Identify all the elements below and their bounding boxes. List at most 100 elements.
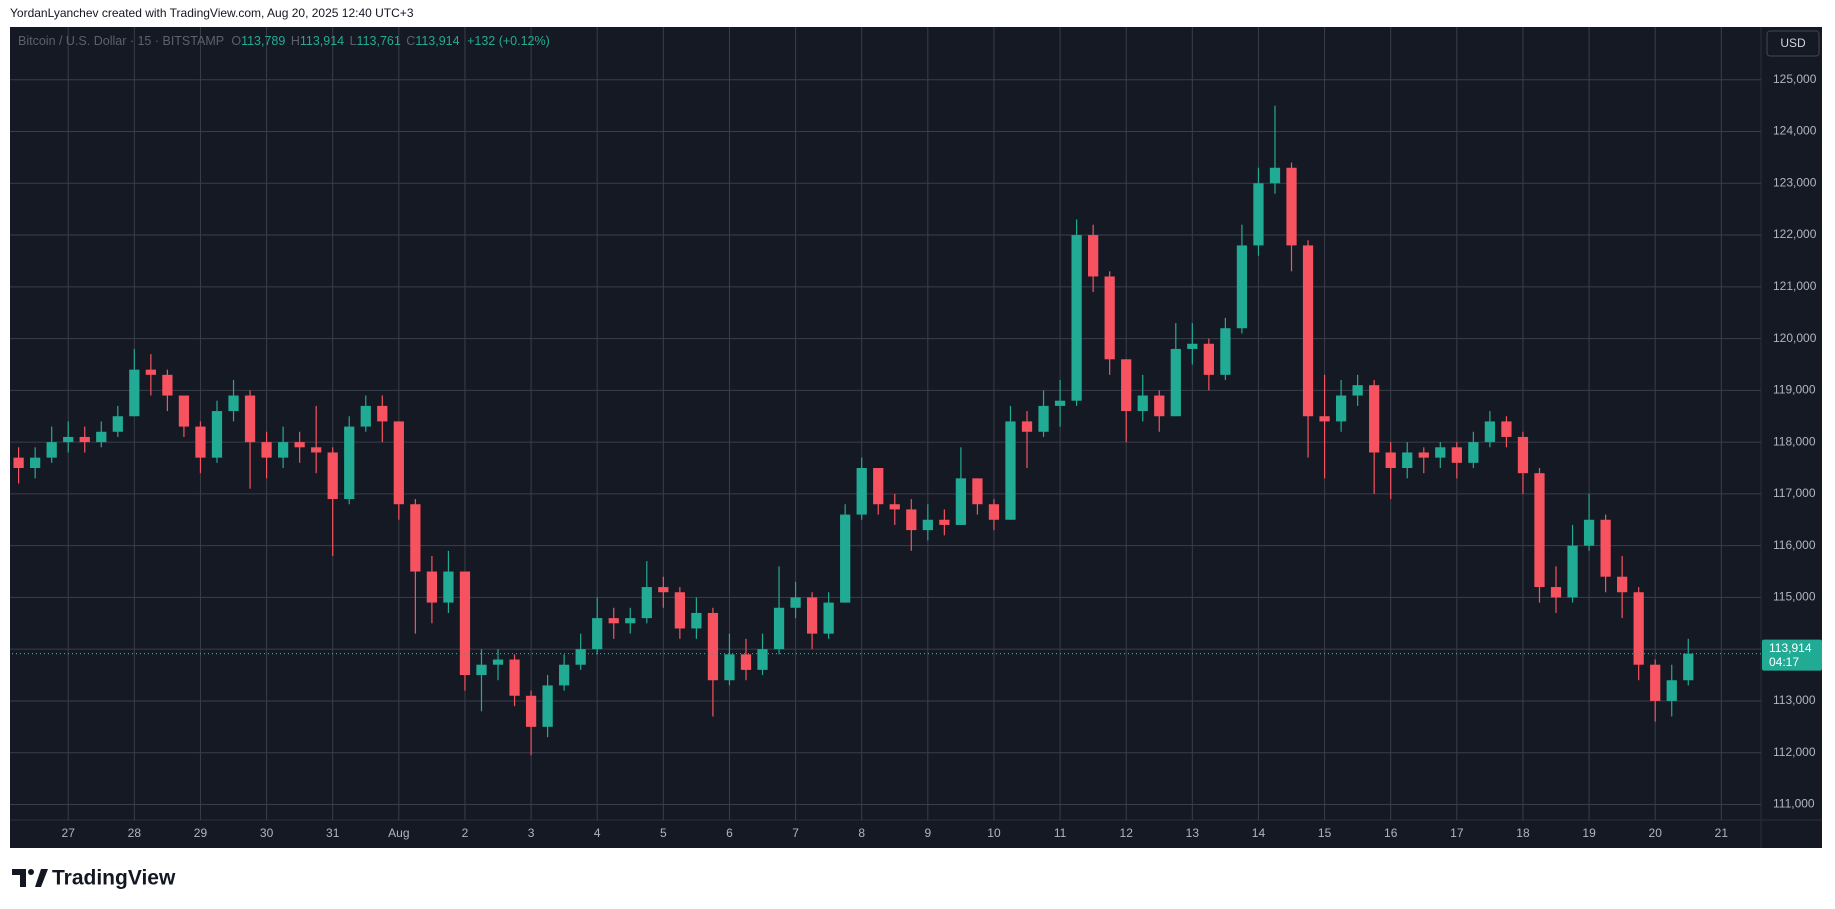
candle-body <box>1104 276 1115 360</box>
candle-body <box>178 395 190 427</box>
x-tick-label: 16 <box>1384 826 1398 840</box>
candle-body <box>1683 653 1694 681</box>
candle-body <box>707 612 719 681</box>
candle-body <box>1402 452 1413 468</box>
y-tick-label: 123,000 <box>1773 175 1817 189</box>
price-tag-value: 113,914 <box>1769 641 1812 655</box>
candle-body <box>1236 245 1248 329</box>
candle-body <box>559 664 570 686</box>
candle-body <box>1071 235 1082 401</box>
x-tick-label: 10 <box>987 826 1001 840</box>
candle-body <box>856 468 867 515</box>
candle-body <box>476 664 487 676</box>
candle-body <box>988 504 1000 520</box>
y-tick-label: 124,000 <box>1773 124 1817 138</box>
candle-body <box>46 442 57 458</box>
candle-body <box>1369 385 1380 453</box>
candle-body <box>377 405 388 422</box>
candle-body <box>1650 664 1661 701</box>
candle-body <box>691 612 702 629</box>
candle-body <box>823 602 834 634</box>
candle-body <box>724 654 735 681</box>
candle-body <box>1600 519 1611 577</box>
x-tick-label: 17 <box>1450 826 1464 840</box>
candle-body <box>79 436 90 443</box>
candle-body <box>459 571 471 676</box>
candle-body <box>344 426 355 500</box>
candle-body <box>1187 343 1198 349</box>
y-tick-label: 120,000 <box>1773 331 1817 345</box>
o-label: O <box>231 34 241 48</box>
y-tick-label: 116,000 <box>1773 538 1816 552</box>
currency-button[interactable] <box>1766 30 1820 57</box>
candle-body <box>410 504 421 572</box>
candle-body <box>1088 235 1099 277</box>
y-tick-label: 122,000 <box>1773 227 1817 241</box>
price-tag-countdown: 04:17 <box>1769 655 1799 669</box>
y-tick-label: 113,000 <box>1773 693 1816 707</box>
candle-body <box>129 369 140 417</box>
candle-body <box>1137 395 1148 412</box>
candle-body <box>96 431 107 443</box>
candle-body <box>757 649 768 670</box>
h-label: H <box>291 34 300 48</box>
x-tick-label: 8 <box>858 826 865 840</box>
candle-body <box>889 504 900 510</box>
x-tick-label: 5 <box>660 826 667 840</box>
x-tick-label: 28 <box>128 826 142 840</box>
candle-body <box>1302 245 1314 417</box>
symbol: Bitcoin / U.S. Dollar · 15 · BITSTAMP <box>18 34 224 48</box>
c-label: C <box>406 34 415 48</box>
candle-body <box>492 659 504 665</box>
candle-body <box>1666 680 1677 701</box>
x-tick-label: 31 <box>326 826 340 840</box>
legend: Bitcoin / U.S. Dollar · 15 · BITSTAMP O1… <box>18 34 550 48</box>
c-value: 113,914 <box>415 34 459 48</box>
candle-body <box>575 649 586 665</box>
candle-body <box>542 685 553 727</box>
candle-body <box>625 618 636 624</box>
candle-body <box>1468 442 1479 463</box>
change: +132 (+0.12%) <box>467 34 550 48</box>
candle-body <box>1617 576 1628 593</box>
candle-body <box>145 369 156 375</box>
candle-body <box>873 468 884 505</box>
y-tick-label: 125,000 <box>1773 72 1817 86</box>
candle-body <box>211 411 223 458</box>
candle-body <box>740 654 752 670</box>
candle-body <box>1435 447 1446 458</box>
h-value: 113,914 <box>300 34 344 48</box>
candle-body <box>1550 587 1562 598</box>
candle-body <box>195 426 206 458</box>
candle-body <box>1501 421 1512 437</box>
candle-body <box>1220 328 1231 375</box>
x-tick-label: 6 <box>726 826 733 840</box>
candle-body <box>1154 395 1165 417</box>
candle-body <box>840 514 851 603</box>
y-tick-label: 115,000 <box>1773 590 1816 604</box>
candle-body <box>244 395 256 443</box>
candle-body <box>1005 421 1016 520</box>
candle-body <box>658 587 669 593</box>
candle-body <box>311 447 322 453</box>
candles <box>13 105 1694 756</box>
candle-body <box>112 416 123 432</box>
l-value: 113,761 <box>357 34 401 48</box>
currency: USD <box>1780 36 1806 50</box>
chart-background <box>10 27 1822 848</box>
candle-body <box>294 442 305 448</box>
candle-body <box>1583 519 1595 546</box>
candle-body <box>1319 416 1330 422</box>
y-tick-label: 119,000 <box>1773 383 1816 397</box>
candle-body <box>773 607 785 650</box>
candle-body <box>63 436 74 443</box>
candle-body <box>955 478 967 525</box>
candle-body <box>1484 421 1496 443</box>
y-tick-label: 111,000 <box>1773 797 1815 811</box>
candle-body <box>426 571 438 603</box>
candle-body <box>261 442 272 458</box>
x-tick-label: 14 <box>1252 826 1266 840</box>
o-value: 113,789 <box>241 34 285 48</box>
